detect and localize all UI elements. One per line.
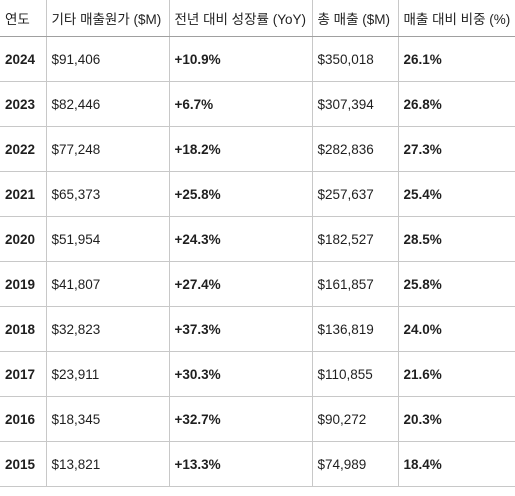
year-cell: 2018 — [0, 306, 47, 352]
year-cell: 2020 — [0, 216, 47, 262]
table-row: 2023 $82,446 +6.7% $307,394 26.8% — [0, 81, 515, 127]
other-cost-cell: $51,954 — [46, 216, 170, 262]
table-row: 2022 $77,248 +18.2% $282,836 27.3% — [0, 126, 515, 172]
header-yoy-growth: 전년 대비 성장률 (YoY) — [169, 0, 313, 37]
year-cell: 2019 — [0, 261, 47, 307]
other-cost-cell: $91,406 — [46, 36, 170, 82]
header-other-cost: 기타 매출원가 ($M) — [46, 0, 170, 37]
other-cost-cell: $23,911 — [46, 351, 170, 397]
table-row: 2019 $41,807 +27.4% $161,857 25.8% — [0, 261, 515, 307]
table-row: 2018 $32,823 +37.3% $136,819 24.0% — [0, 306, 515, 352]
total-revenue-cell: $74,989 — [312, 441, 399, 487]
table-header: 연도 기타 매출원가 ($M) 전년 대비 성장률 (YoY) 총 매출 ($M… — [0, 0, 515, 37]
yoy-growth-cell: +30.3% — [169, 351, 313, 397]
total-revenue-cell: $282,836 — [312, 126, 399, 172]
other-cost-cell: $32,823 — [46, 306, 170, 352]
table-row: 2016 $18,345 +32.7% $90,272 20.3% — [0, 396, 515, 442]
yoy-growth-cell: +27.4% — [169, 261, 313, 307]
year-cell: 2023 — [0, 81, 47, 127]
year-cell: 2021 — [0, 171, 47, 217]
table-row: 2020 $51,954 +24.3% $182,527 28.5% — [0, 216, 515, 262]
revenue-share-cell: 24.0% — [398, 306, 515, 352]
year-cell: 2024 — [0, 36, 47, 82]
total-revenue-cell: $257,637 — [312, 171, 399, 217]
total-revenue-cell: $350,018 — [312, 36, 399, 82]
revenue-share-cell: 26.1% — [398, 36, 515, 82]
total-revenue-cell: $90,272 — [312, 396, 399, 442]
yoy-growth-cell: +25.8% — [169, 171, 313, 217]
table-row: 2015 $13,821 +13.3% $74,989 18.4% — [0, 441, 515, 487]
revenue-share-cell: 20.3% — [398, 396, 515, 442]
year-cell: 2017 — [0, 351, 47, 397]
total-revenue-cell: $110,855 — [312, 351, 399, 397]
other-cost-cell: $65,373 — [46, 171, 170, 217]
year-cell: 2015 — [0, 441, 47, 487]
yoy-growth-cell: +10.9% — [169, 36, 313, 82]
header-row: 연도 기타 매출원가 ($M) 전년 대비 성장률 (YoY) 총 매출 ($M… — [0, 0, 515, 37]
yoy-growth-cell: +18.2% — [169, 126, 313, 172]
table-row: 2021 $65,373 +25.8% $257,637 25.4% — [0, 171, 515, 217]
table-row: 2024 $91,406 +10.9% $350,018 26.1% — [0, 36, 515, 82]
yoy-growth-cell: +13.3% — [169, 441, 313, 487]
other-cost-cell: $77,248 — [46, 126, 170, 172]
other-cost-cell: $41,807 — [46, 261, 170, 307]
year-cell: 2022 — [0, 126, 47, 172]
revenue-share-cell: 27.3% — [398, 126, 515, 172]
table-body: 2024 $91,406 +10.9% $350,018 26.1% 2023 … — [0, 36, 515, 487]
other-cost-cell: $18,345 — [46, 396, 170, 442]
year-cell: 2016 — [0, 396, 47, 442]
revenue-share-cell: 26.8% — [398, 81, 515, 127]
revenue-share-cell: 28.5% — [398, 216, 515, 262]
revenue-share-cell: 25.8% — [398, 261, 515, 307]
other-cost-cell: $13,821 — [46, 441, 170, 487]
revenue-share-cell: 18.4% — [398, 441, 515, 487]
total-revenue-cell: $182,527 — [312, 216, 399, 262]
revenue-share-cell: 21.6% — [398, 351, 515, 397]
total-revenue-cell: $136,819 — [312, 306, 399, 352]
yoy-growth-cell: +32.7% — [169, 396, 313, 442]
header-year: 연도 — [0, 0, 47, 37]
total-revenue-cell: $307,394 — [312, 81, 399, 127]
header-revenue-share: 매출 대비 비중 (%) — [398, 0, 515, 37]
other-cost-cell: $82,446 — [46, 81, 170, 127]
yoy-growth-cell: +24.3% — [169, 216, 313, 262]
yoy-growth-cell: +37.3% — [169, 306, 313, 352]
total-revenue-cell: $161,857 — [312, 261, 399, 307]
yoy-growth-cell: +6.7% — [169, 81, 313, 127]
table-row: 2017 $23,911 +30.3% $110,855 21.6% — [0, 351, 515, 397]
header-total-revenue: 총 매출 ($M) — [312, 0, 399, 37]
revenue-share-cell: 25.4% — [398, 171, 515, 217]
